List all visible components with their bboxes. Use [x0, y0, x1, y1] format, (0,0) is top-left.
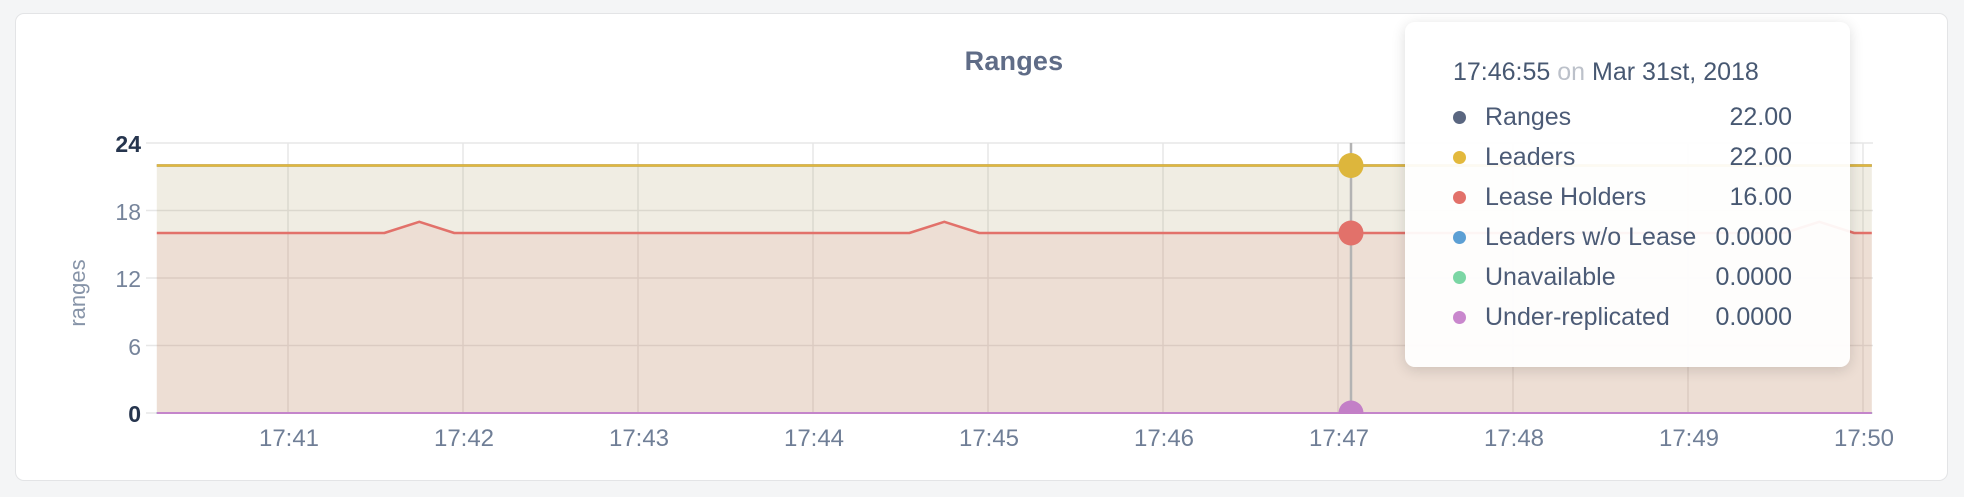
hover-point-dot [1338, 220, 1364, 246]
x-tick-label: 17:45 [958, 425, 1020, 452]
y-tick-label: 12 [115, 266, 141, 292]
tooltip-row: Leaders 22.00 [1453, 137, 1792, 177]
tooltip-time: 17:46:55 [1453, 58, 1551, 86]
series-label: Ranges [1485, 102, 1572, 131]
tooltip-preposition: on [1557, 58, 1586, 86]
series-label: Leaders [1485, 142, 1576, 171]
series-value: 0.0000 [1715, 222, 1792, 251]
x-tick-label: 17:49 [1658, 425, 1720, 452]
tooltip-row: Unavailable 0.0000 [1453, 257, 1792, 297]
hover-tooltip: 17:46:55 on Mar 31st, 2018 Ranges 22.00 … [1405, 22, 1850, 367]
hover-point-dot [1338, 153, 1364, 178]
x-tick-label: 17:48 [1483, 425, 1545, 452]
hover-point-dot [1338, 400, 1364, 414]
x-tick-label: 17:50 [1833, 425, 1895, 452]
series-label: Under-replicated [1485, 302, 1670, 331]
series-value: 0.0000 [1715, 262, 1792, 291]
series-color-dot [1453, 190, 1466, 204]
x-tick-label: 17:42 [433, 425, 495, 452]
series-color-dot [1453, 230, 1466, 244]
tooltip-date: Mar 31st, 2018 [1592, 58, 1759, 86]
y-tick-label: 24 [115, 131, 141, 157]
y-tick-label: 0 [128, 401, 141, 427]
series-value: 16.00 [1729, 182, 1792, 211]
x-tick-label: 17:46 [1133, 425, 1195, 452]
series-color-dot [1453, 110, 1466, 124]
tooltip-row: Ranges 22.00 [1453, 97, 1792, 137]
x-tick-label: 17:47 [1308, 425, 1370, 452]
chart-title: Ranges [964, 46, 1064, 76]
x-tick-label: 17:41 [258, 425, 320, 452]
tooltip-row: Under-replicated 0.0000 [1453, 297, 1792, 337]
tooltip-header: 17:46:55 on Mar 31st, 2018 [1453, 58, 1792, 87]
series-value: 22.00 [1729, 142, 1792, 171]
y-tick-label: 6 [128, 333, 141, 360]
series-color-dot [1453, 270, 1466, 284]
series-label: Lease Holders [1485, 182, 1647, 211]
series-value: 0.0000 [1715, 302, 1792, 331]
x-tick-label: 17:43 [608, 425, 670, 452]
tooltip-row: Lease Holders 16.00 [1453, 177, 1792, 217]
y-tick-label: 18 [115, 198, 141, 225]
series-label: Leaders w/o Lease [1485, 222, 1697, 251]
tooltip-row: Leaders w/o Lease 0.0000 [1453, 217, 1792, 257]
series-color-dot [1453, 310, 1466, 324]
x-tick-label: 17:44 [783, 425, 845, 452]
series-color-dot [1453, 150, 1466, 164]
series-label: Unavailable [1485, 262, 1616, 291]
series-value: 22.00 [1729, 102, 1792, 131]
